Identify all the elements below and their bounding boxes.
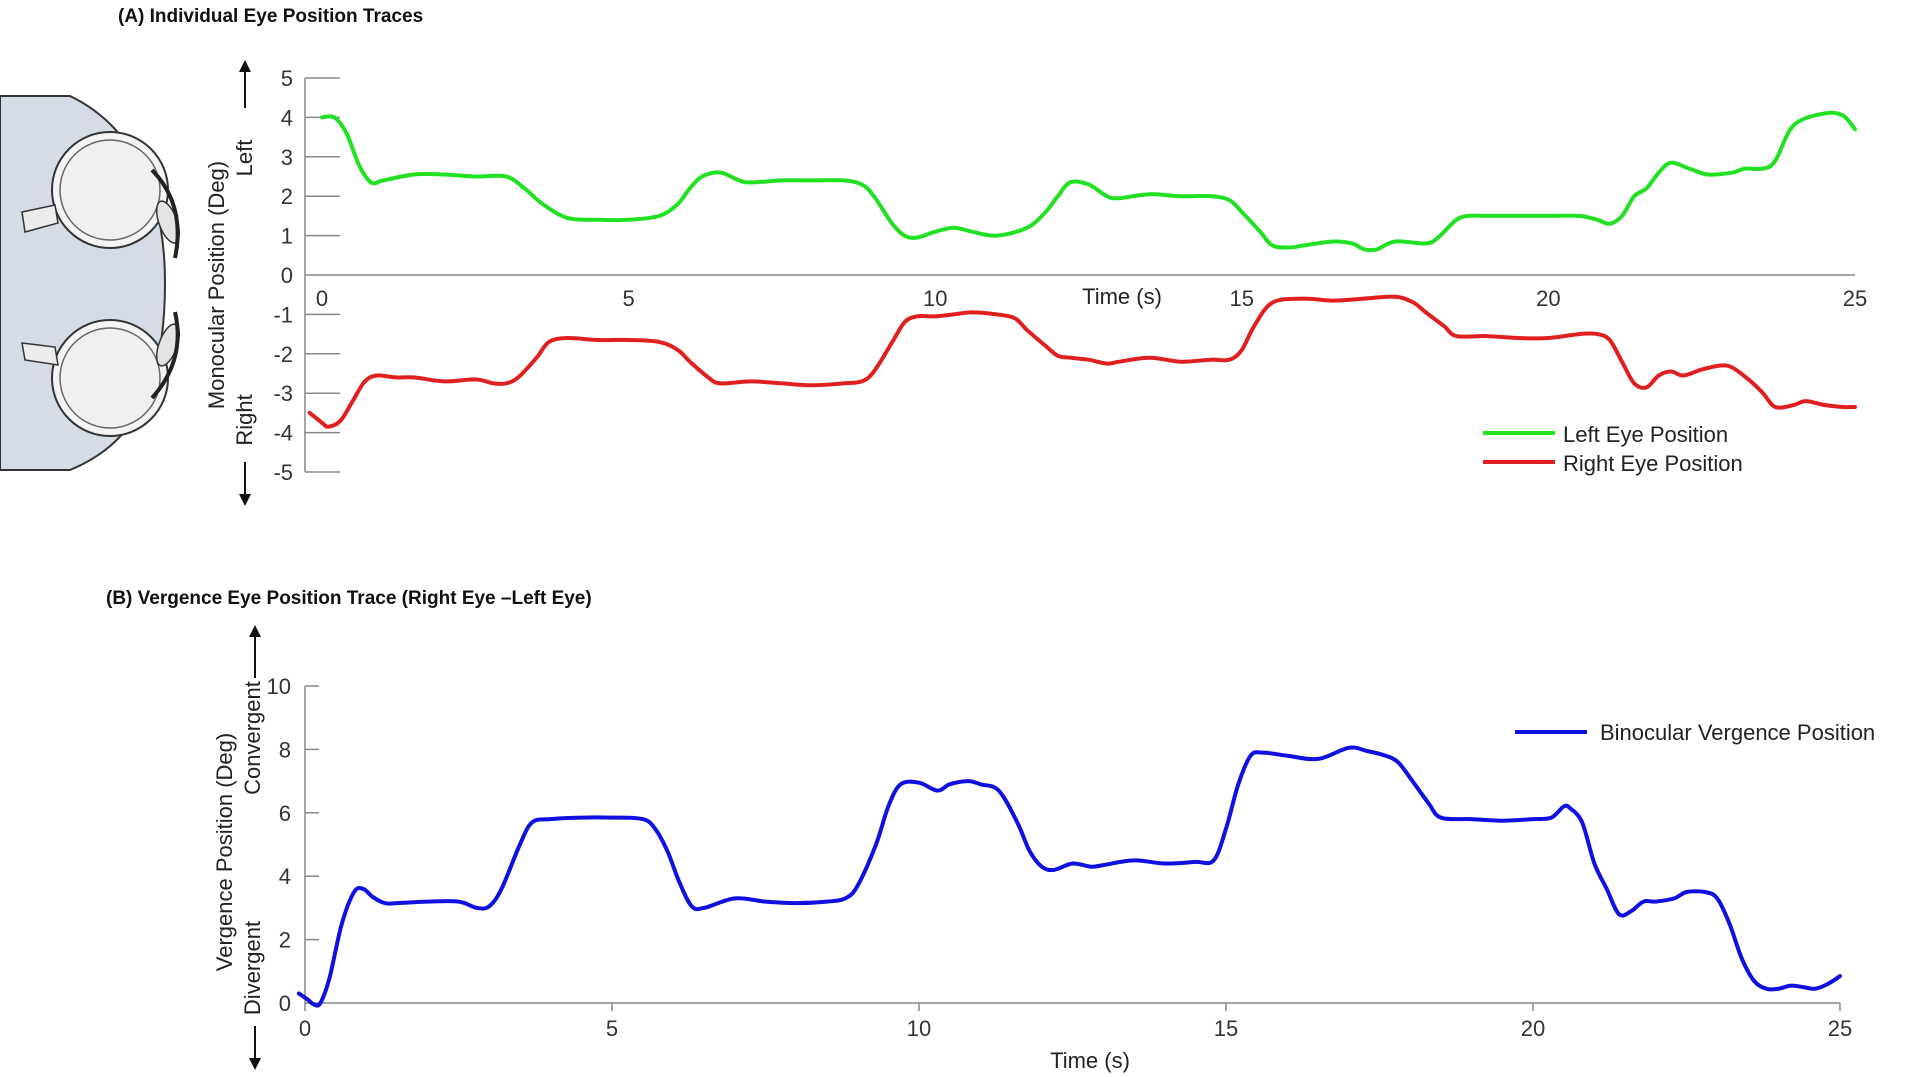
eyes-illustration-icon — [0, 95, 181, 471]
panel-a-ylabel-negative: Right — [232, 394, 257, 445]
panel-a-ytick-label: -1 — [273, 302, 293, 327]
panel-b-ylabel: Vergence Position (Deg) — [212, 733, 237, 971]
panel-a-ytick-label: -5 — [273, 460, 293, 485]
panel-a-ytick-label: 3 — [281, 145, 293, 170]
panel-a-ylabel-group: Left Monocular Position (Deg) Right — [204, 60, 257, 506]
legend-label-right-eye: Right Eye Position — [1563, 451, 1743, 476]
panel-b-ytick-label: 0 — [279, 991, 291, 1016]
panel-a-ytick-label: 0 — [281, 263, 293, 288]
left-eye-icon — [21, 131, 181, 259]
legend-label-left-eye: Left Eye Position — [1563, 422, 1728, 447]
panel-b-ytick-label: 6 — [279, 801, 291, 826]
panel-b-xtick-label: 5 — [606, 1016, 618, 1041]
panel-a-ytick-label: -2 — [273, 342, 293, 367]
series-line-right-eye — [307, 294, 1857, 429]
panel-a-xtick-label: 15 — [1230, 286, 1254, 311]
panel-a-title: (A) Individual Eye Position Traces — [118, 6, 423, 27]
panel-a-ytick-label: 4 — [281, 105, 293, 130]
panel-b-xlabel: Time (s) — [1050, 1048, 1130, 1073]
panel-b-ytick-label: 10 — [267, 674, 291, 699]
panel-a-ytick-label: 1 — [281, 224, 293, 249]
panel-b-ytick-label: 4 — [279, 864, 291, 889]
panel-b-ytick-label: 8 — [279, 737, 291, 762]
panel-b-ylabel-positive: Convergent — [240, 681, 265, 795]
panel-b-xtick-label: 15 — [1214, 1016, 1238, 1041]
panel-a-xtick-label: 20 — [1536, 286, 1560, 311]
legend-label-vergence: Binocular Vergence Position — [1600, 720, 1875, 745]
series-line-left-eye — [320, 110, 1857, 253]
panel-a-xtick-label: 10 — [923, 286, 947, 311]
panel-a-ytick-label: -3 — [273, 381, 293, 406]
panel-b-xtick-label: 25 — [1828, 1016, 1852, 1041]
panel-a-ytick-label: 2 — [281, 184, 293, 209]
panel-a-xtick-label: 5 — [622, 286, 634, 311]
panel-b-ytick-label: 2 — [279, 928, 291, 953]
panel-b-lines — [296, 745, 1842, 1008]
panel-a-xtick-label: 25 — [1843, 286, 1867, 311]
panel-a-legend: Left Eye Position Right Eye Position — [1483, 422, 1743, 476]
panel-b-xtick-label: 20 — [1521, 1016, 1545, 1041]
right-eye-icon — [21, 311, 181, 437]
panel-b-xtick-label: 0 — [299, 1016, 311, 1041]
series-line-vergence — [296, 745, 1842, 1008]
panel-a-xlabel: Time (s) — [1082, 284, 1162, 309]
panel-b-ylabel-group: Convergent Vergence Position (Deg) Diver… — [212, 625, 265, 1070]
panel-a-ytick-label: 5 — [281, 66, 293, 91]
panel-b-title: (B) Vergence Eye Position Trace (Right E… — [106, 588, 592, 609]
panel-a-ytick-label: -4 — [273, 421, 293, 446]
panel-b-legend: Binocular Vergence Position — [1515, 720, 1875, 745]
panel-a-lines — [307, 110, 1857, 429]
panel-b-ylabel-negative: Divergent — [240, 921, 265, 1015]
panel-a-ylabel: Monocular Position (Deg) — [204, 161, 229, 409]
panel-b-xtick-label: 10 — [907, 1016, 931, 1041]
panel-a-xtick-label: 0 — [316, 286, 328, 311]
panel-a-ylabel-positive: Left — [232, 140, 257, 177]
